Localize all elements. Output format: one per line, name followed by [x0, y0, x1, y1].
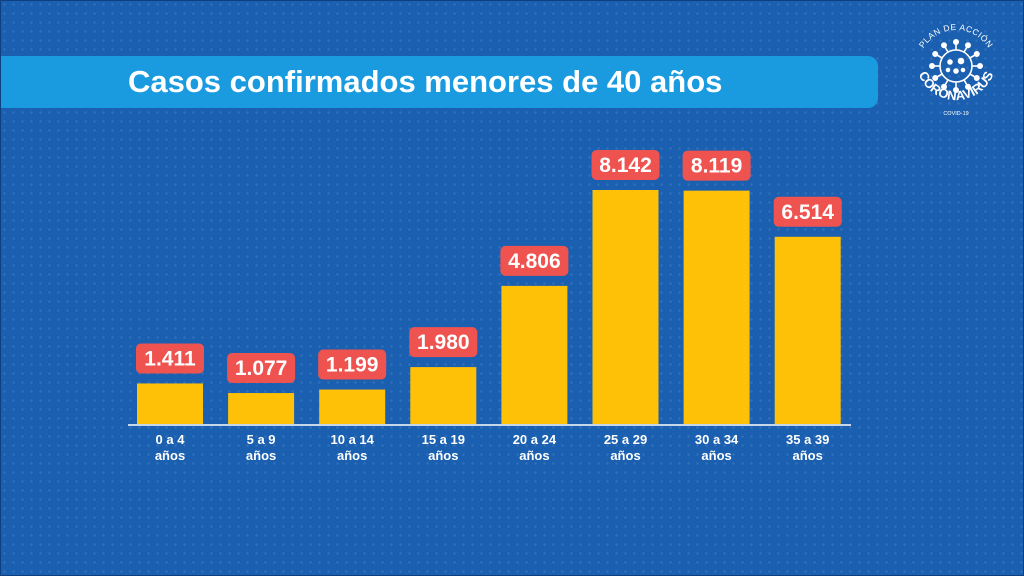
bar: [137, 383, 203, 424]
data-label-box: [318, 349, 387, 380]
coronavirus-plan-logo: PLAN DE ACCIÓN CORONAVIRUS COVID-19: [916, 22, 997, 117]
data-label-box: [409, 327, 478, 358]
data-label-box: [591, 150, 660, 180]
data-label: 4.806: [508, 250, 561, 273]
virus-icon: [928, 38, 984, 94]
bar: [228, 393, 295, 424]
bar: [683, 190, 750, 424]
data-label: 8.119: [691, 155, 742, 178]
data-label: 6.514: [781, 201, 834, 224]
x-tick-label-unit: años: [793, 448, 823, 463]
data-label: 1.980: [417, 331, 470, 354]
bar: [592, 190, 659, 424]
title-banner: [0, 56, 878, 108]
data-label-box: [773, 196, 842, 227]
x-tick-label: 5 a 9: [247, 432, 276, 447]
logo-sub-text: COVID-19: [943, 111, 968, 117]
x-tick-label: 25 a 29: [604, 432, 647, 447]
x-tick-label-unit: años: [337, 448, 367, 463]
data-label-box: [500, 245, 569, 276]
data-label-box: [227, 353, 296, 384]
x-tick-label-unit: años: [610, 448, 640, 463]
bar: [319, 389, 386, 424]
x-tick-label-unit: años: [519, 448, 549, 463]
data-label-box: [682, 150, 751, 181]
x-tick-label: 35 a 39: [786, 432, 829, 447]
data-label: 1.077: [235, 357, 288, 380]
data-label: 1.411: [144, 347, 196, 370]
x-tick-label: 20 a 24: [513, 432, 557, 447]
x-tick-label-unit: años: [701, 448, 731, 463]
x-tick-label: 10 a 14: [331, 432, 375, 447]
bar: [501, 285, 568, 424]
x-tick-label-unit: años: [246, 448, 276, 463]
page-title: Casos confirmados menores de 40 años: [128, 64, 723, 99]
x-tick-label: 0 a 4: [156, 432, 186, 447]
x-tick-label-unit: años: [428, 448, 458, 463]
x-tick-label: 30 a 34: [695, 432, 739, 447]
bar: [410, 367, 477, 424]
x-tick-label-unit: años: [155, 448, 185, 463]
data-label: 1.199: [326, 354, 379, 377]
x-tick-label: 15 a 19: [422, 432, 465, 447]
data-label: 8.142: [599, 154, 652, 177]
data-label-box: [136, 343, 204, 374]
bar: [774, 236, 841, 424]
